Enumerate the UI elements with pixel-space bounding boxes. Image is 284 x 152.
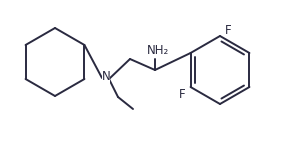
Text: N: N (102, 71, 110, 83)
Text: F: F (225, 24, 231, 36)
Text: F: F (179, 88, 186, 100)
Text: NH₂: NH₂ (147, 43, 169, 57)
